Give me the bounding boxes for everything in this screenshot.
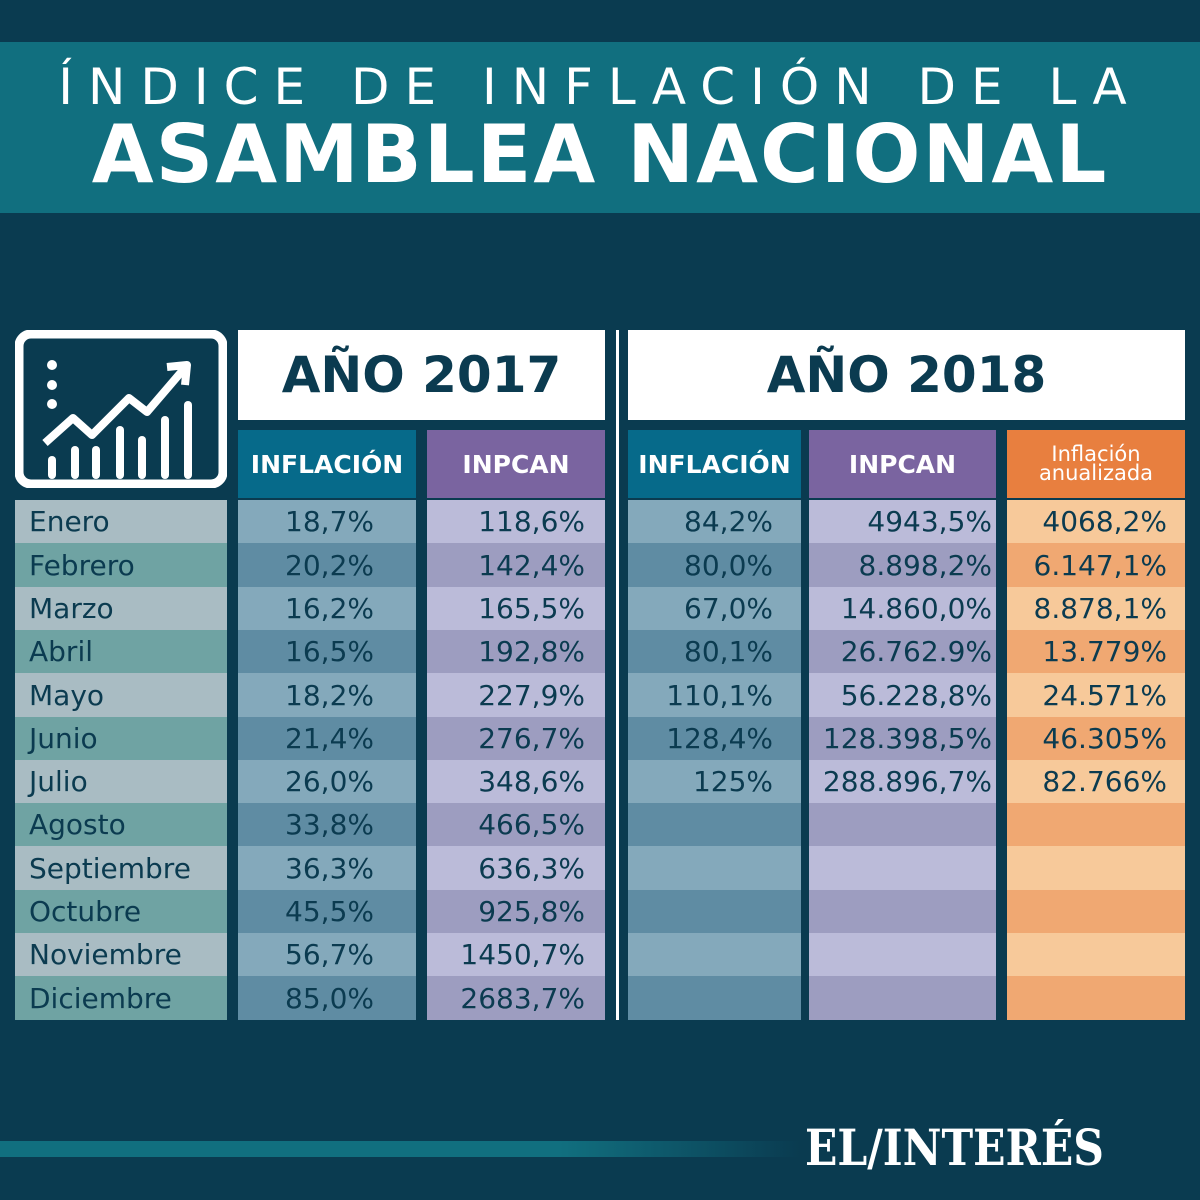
cell-inpcan-2017: 118,6% — [427, 500, 605, 544]
cell-months: Mayo — [15, 673, 227, 717]
col-anualizada-line2: anualizada — [1038, 461, 1154, 485]
cell-inpcan-2018 — [809, 976, 996, 1020]
footer-line — [0, 1141, 800, 1157]
cell-months: Febrero — [15, 543, 227, 587]
cell-months: Abril — [15, 629, 227, 674]
cell-inpcan-2017: 925,8% — [427, 889, 605, 934]
title-line2: ASAMBLEA NACIONAL — [91, 108, 1109, 201]
el-interes-logo: EL/INTERÉS — [805, 1118, 1104, 1177]
cell-inflacion-2018: 110,1% — [628, 673, 801, 717]
cell-months: Agosto — [15, 803, 227, 847]
cell-inpcan-2017: 348,6% — [427, 759, 605, 804]
cell-months: Octubre — [15, 889, 227, 934]
cell-inflacion-2017: 45,5% — [238, 889, 416, 934]
cell-inflacion-2017: 26,0% — [238, 759, 416, 804]
col-inpcan-2017: INPCAN — [427, 430, 605, 498]
col-inpcan-2018: INPCAN — [809, 430, 996, 498]
cell-inflacion-2018: 80,0% — [628, 543, 801, 587]
cell-inflacion-2018: 67,0% — [628, 586, 801, 631]
cell-inpcan-2017: 466,5% — [427, 803, 605, 847]
cell-months: Junio — [15, 716, 227, 761]
cell-months: Noviembre — [15, 933, 227, 977]
cell-inpcan-2018 — [809, 803, 996, 847]
cell-months: Enero — [15, 500, 227, 544]
cell-anualizada-2018: 13.779% — [1007, 629, 1185, 674]
cell-anualizada-2018 — [1007, 976, 1185, 1020]
cell-months: Marzo — [15, 586, 227, 631]
cell-months: Diciembre — [15, 976, 227, 1020]
cell-inflacion-2017: 18,2% — [238, 673, 416, 717]
cell-inpcan-2018 — [809, 889, 996, 934]
cell-inpcan-2017: 165,5% — [427, 586, 605, 631]
cell-inpcan-2017: 192,8% — [427, 629, 605, 674]
cell-inpcan-2017: 2683,7% — [427, 976, 605, 1020]
cell-anualizada-2018 — [1007, 889, 1185, 934]
cell-inflacion-2018 — [628, 803, 801, 847]
cell-anualizada-2018: 82.766% — [1007, 759, 1185, 804]
cell-anualizada-2018 — [1007, 933, 1185, 977]
cell-inflacion-2017: 16,5% — [238, 629, 416, 674]
cell-inflacion-2017: 18,7% — [238, 500, 416, 544]
cell-inpcan-2017: 227,9% — [427, 673, 605, 717]
col-anualizada-2018: Inflación anualizada — [1007, 430, 1185, 498]
cell-inpcan-2018: 4943,5% — [809, 500, 996, 544]
cell-anualizada-2018: 6.147,1% — [1007, 543, 1185, 587]
cell-months: Septiembre — [15, 846, 227, 891]
cell-inflacion-2018: 128,4% — [628, 716, 801, 761]
cell-inflacion-2017: 56,7% — [238, 933, 416, 977]
cell-inpcan-2017: 276,7% — [427, 716, 605, 761]
cell-inpcan-2018: 56.228,8% — [809, 673, 996, 717]
cell-inflacion-2017: 21,4% — [238, 716, 416, 761]
cell-inpcan-2018 — [809, 933, 996, 977]
cell-inpcan-2018: 26.762.9% — [809, 629, 996, 674]
title-band — [0, 42, 1200, 213]
cell-anualizada-2018 — [1007, 846, 1185, 891]
cell-inflacion-2017: 36,3% — [238, 846, 416, 891]
title-line1: ÍNDICE DE INFLACIÓN DE LA — [58, 58, 1142, 116]
col-inflacion-2018: INFLACIÓN — [628, 430, 801, 498]
col-inflacion-2017: INFLACIÓN — [238, 430, 416, 498]
cell-inflacion-2018 — [628, 846, 801, 891]
cell-inpcan-2018: 128.398,5% — [809, 716, 996, 761]
cell-inflacion-2017: 20,2% — [238, 543, 416, 587]
chart-growth-icon — [15, 330, 227, 488]
cell-inflacion-2017: 85,0% — [238, 976, 416, 1020]
cell-inpcan-2018: 288.896,7% — [809, 759, 996, 804]
year-2018-header: AÑO 2018 — [628, 330, 1185, 420]
cell-inflacion-2018: 80,1% — [628, 629, 801, 674]
cell-inpcan-2017: 1450,7% — [427, 933, 605, 977]
cell-months: Julio — [15, 759, 227, 804]
cell-inflacion-2018: 125% — [628, 759, 801, 804]
year-divider — [616, 330, 619, 1020]
cell-inflacion-2018 — [628, 933, 801, 977]
cell-inflacion-2017: 16,2% — [238, 586, 416, 631]
cell-anualizada-2018: 46.305% — [1007, 716, 1185, 761]
cell-inflacion-2017: 33,8% — [238, 803, 416, 847]
cell-anualizada-2018: 4068,2% — [1007, 500, 1185, 544]
cell-inflacion-2018 — [628, 889, 801, 934]
cell-inpcan-2018 — [809, 846, 996, 891]
cell-inpcan-2017: 636,3% — [427, 846, 605, 891]
cell-inflacion-2018: 84,2% — [628, 500, 801, 544]
cell-anualizada-2018 — [1007, 803, 1185, 847]
cell-inflacion-2018 — [628, 976, 801, 1020]
cell-inpcan-2018: 14.860,0% — [809, 586, 996, 631]
year-2017-header: AÑO 2017 — [238, 330, 605, 420]
col-anualizada-line1: Inflación — [1051, 442, 1141, 466]
cell-inpcan-2017: 142,4% — [427, 543, 605, 587]
cell-inpcan-2018: 8.898,2% — [809, 543, 996, 587]
cell-anualizada-2018: 24.571% — [1007, 673, 1185, 717]
cell-anualizada-2018: 8.878,1% — [1007, 586, 1185, 631]
